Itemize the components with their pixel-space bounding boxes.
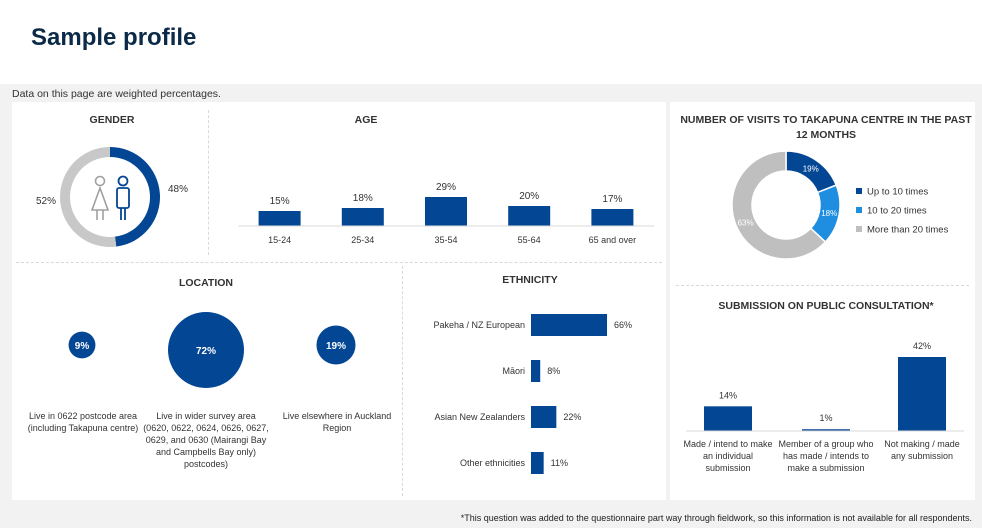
submission-value-label: 14% bbox=[719, 390, 737, 400]
location-value-label: 19% bbox=[326, 341, 346, 352]
gender-chart: 48% 52% bbox=[36, 147, 188, 247]
location-bubble bbox=[316, 325, 356, 365]
divider bbox=[676, 285, 969, 286]
age-value-label: 29% bbox=[436, 182, 456, 193]
gender-slice-female bbox=[60, 147, 117, 247]
visits-value-label: 18% bbox=[821, 209, 837, 218]
ethnicity-category-label: Other ethnicities bbox=[460, 458, 526, 468]
visits-chart: 19% Up to 10 times 18% 10 to 20 times 63% Mor… bbox=[731, 150, 949, 260]
legend-swatch bbox=[856, 188, 862, 194]
location-title: LOCATION bbox=[178, 277, 234, 289]
ethnicity-bar bbox=[531, 314, 607, 336]
ethnicity-value-label: 66% bbox=[614, 320, 632, 330]
legend-swatch bbox=[856, 207, 862, 213]
ethnicity-value-label: 8% bbox=[547, 366, 560, 376]
ethnicity-category-label: Asian New Zealanders bbox=[434, 412, 525, 422]
location-chart: 9% 72% 19% bbox=[68, 312, 356, 388]
ethnicity-bar bbox=[531, 406, 557, 428]
location-bubble bbox=[168, 312, 244, 388]
submission-bar bbox=[898, 357, 946, 431]
gender-label-male: 48% bbox=[168, 184, 188, 195]
age-value-label: 20% bbox=[519, 191, 539, 202]
gender-label-female: 52% bbox=[36, 196, 56, 207]
age-bar bbox=[425, 197, 467, 226]
age-category-label: 55-64 bbox=[518, 235, 541, 245]
divider bbox=[208, 110, 209, 255]
male-icon bbox=[116, 175, 130, 220]
submission-label-2: Member of a group who has made / intends… bbox=[778, 439, 874, 473]
legend-label: Up to 10 times bbox=[867, 187, 928, 198]
submission-title: SUBMISSION ON PUBLIC CONSULTATION* bbox=[718, 300, 934, 312]
age-category-label: 25-34 bbox=[351, 235, 374, 245]
gender-title: GENDER bbox=[89, 114, 135, 126]
divider bbox=[402, 266, 403, 496]
female-icon bbox=[90, 175, 110, 220]
location-value-label: 72% bbox=[196, 346, 216, 357]
ethnicity-value-label: 11% bbox=[551, 458, 568, 468]
footnote: *This question was added to the question… bbox=[460, 513, 972, 523]
submission-label-1: Made / intend to make an individual subm… bbox=[683, 439, 773, 473]
visits-title: NUMBER OF VISITS TO TAKAPUNA CENTRE IN T… bbox=[680, 114, 972, 141]
ethnicity-category-label: Māori bbox=[502, 366, 525, 376]
weighting-note: Data on this page are weighted percentag… bbox=[12, 88, 221, 100]
ethnicity-chart: Pakeha / NZ European 66% Māori 8% Asian New … bbox=[433, 314, 632, 474]
visits-slice bbox=[731, 150, 827, 260]
legend-swatch bbox=[856, 226, 862, 232]
page-title: Sample profile bbox=[31, 24, 197, 51]
ethnicity-bar bbox=[531, 360, 541, 382]
gender-slice-male bbox=[110, 147, 161, 247]
visits-value-label: 63% bbox=[738, 218, 754, 227]
age-value-label: 18% bbox=[353, 193, 373, 204]
age-category-label: 65 and over bbox=[589, 235, 637, 245]
ethnicity-category-label: Pakeha / NZ European bbox=[433, 320, 525, 330]
ethnicity-value-label: 22% bbox=[563, 412, 581, 422]
location-label-2: Live in wider survey area (0620, 0622, 0… bbox=[143, 411, 269, 469]
legend-label: More than 20 times bbox=[867, 225, 949, 236]
submission-value-label: 42% bbox=[913, 341, 931, 351]
location-value-label: 9% bbox=[75, 341, 90, 352]
age-category-label: 15-24 bbox=[268, 235, 291, 245]
age-bar bbox=[258, 211, 301, 226]
age-bar bbox=[508, 206, 551, 226]
submission-bar bbox=[802, 429, 850, 431]
age-bar bbox=[341, 208, 384, 226]
submission-bar bbox=[704, 406, 752, 431]
visits-value-label: 19% bbox=[803, 165, 819, 174]
ethnicity-title: ETHNICITY bbox=[502, 274, 558, 286]
ethnicity-bar bbox=[531, 452, 544, 474]
age-value-label: 17% bbox=[602, 194, 622, 205]
divider bbox=[16, 262, 662, 263]
location-bubble bbox=[68, 331, 96, 359]
age-bar bbox=[591, 209, 634, 226]
location-label-1: Live in 0622 postcode area (including Ta… bbox=[27, 411, 139, 433]
location-label-3: Live elsewhere in Auckland Region bbox=[282, 411, 392, 433]
submission-value-label: 1% bbox=[819, 413, 832, 423]
legend-label: 10 to 20 times bbox=[867, 206, 927, 217]
submission-label-3: Not making / made any submission bbox=[884, 439, 960, 461]
age-chart: 15% 15-24 18% 25-34 29% 35-54 20% 55-64 17% 65 an… bbox=[238, 182, 654, 245]
left-panel bbox=[12, 102, 666, 500]
age-title: AGE bbox=[354, 114, 378, 126]
submission-chart: 14% 1% 42% bbox=[686, 341, 964, 432]
age-value-label: 15% bbox=[270, 196, 290, 207]
age-category-label: 35-54 bbox=[434, 235, 457, 245]
